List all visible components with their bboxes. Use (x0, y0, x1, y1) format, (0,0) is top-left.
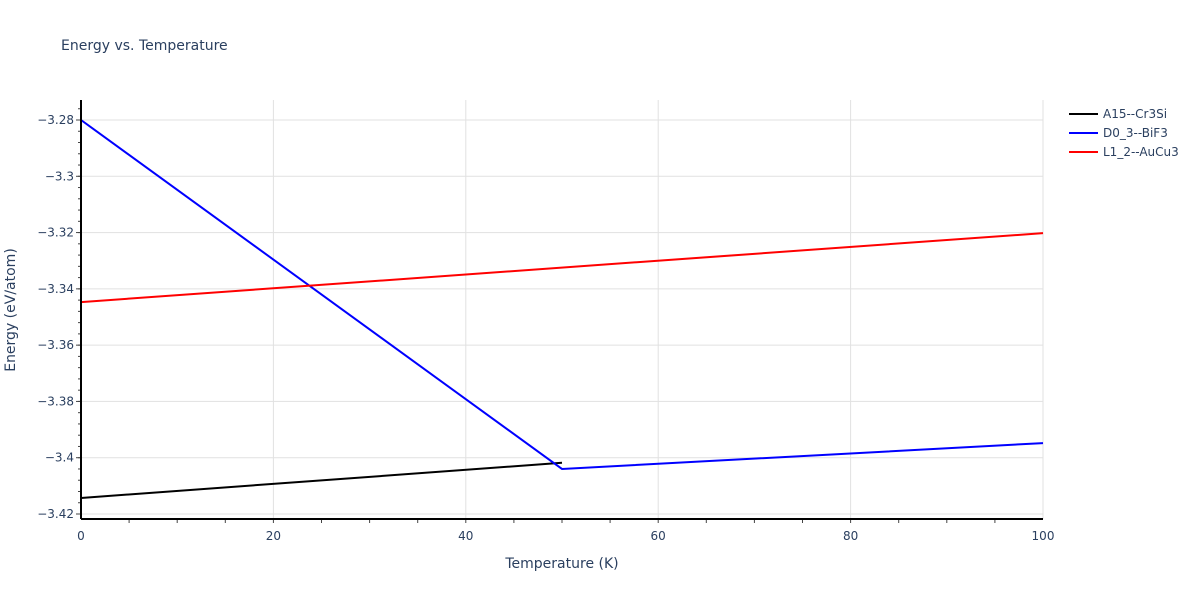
y-tick-label: −3.42 (37, 507, 74, 521)
legend-label: L1_2--AuCu3 (1103, 145, 1179, 159)
x-tick-label: 100 (1032, 529, 1055, 543)
series-line (80, 119, 1044, 470)
y-tick-label: −3.4 (45, 451, 74, 465)
plot-lines (80, 119, 1044, 499)
legend-item[interactable]: D0_3--BiF3 (1069, 126, 1168, 140)
chart-title: Energy vs. Temperature (61, 38, 228, 54)
legend[interactable]: A15--Cr3Si D0_3--BiF3 L1_2--AuCu3 (1069, 107, 1179, 159)
y-tick-label: −3.36 (37, 338, 74, 352)
y-tick-label: −3.32 (37, 226, 74, 240)
y-axis-title: Energy (eV/atom) (3, 248, 19, 372)
x-tick-label: 40 (458, 529, 473, 543)
series-line (80, 232, 1044, 304)
x-axis-title: Temperature (K) (504, 556, 618, 572)
legend-item[interactable]: A15--Cr3Si (1069, 107, 1167, 121)
y-tick-label: −3.3 (45, 169, 74, 183)
y-tick-label: −3.34 (37, 282, 74, 296)
legend-label: A15--Cr3Si (1103, 107, 1167, 121)
x-tick-label: 80 (843, 529, 858, 543)
x-tick-label: 20 (266, 529, 281, 543)
grid-lines (81, 100, 1044, 519)
y-tick-label: −3.28 (37, 113, 74, 127)
legend-item[interactable]: L1_2--AuCu3 (1069, 145, 1179, 159)
y-tick-label: −3.38 (37, 394, 74, 408)
x-tick-label: 0 (77, 529, 85, 543)
x-tick-label: 60 (651, 529, 666, 543)
axes: 0 20 40 60 80 100 −3.28 −3.3 −3.32 −3.34 −3.36 −3.3… (37, 100, 1054, 543)
series-line (80, 461, 563, 499)
legend-label: D0_3--BiF3 (1103, 126, 1168, 140)
